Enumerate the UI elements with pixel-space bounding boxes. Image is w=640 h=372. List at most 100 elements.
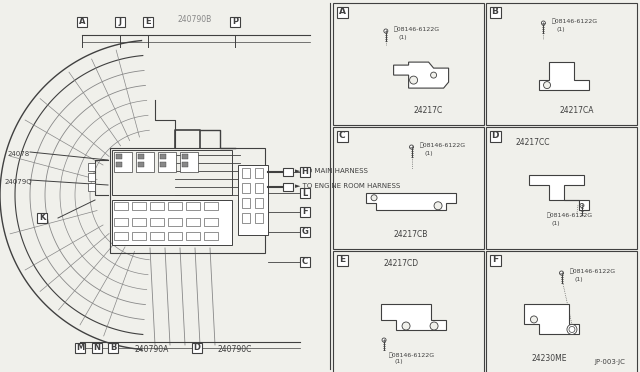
Bar xyxy=(136,152,154,172)
Bar xyxy=(88,173,95,181)
Bar xyxy=(112,150,232,195)
Bar xyxy=(255,213,263,223)
Text: A: A xyxy=(339,7,346,16)
Bar xyxy=(486,251,637,372)
Text: (1): (1) xyxy=(394,359,403,365)
Bar xyxy=(115,17,125,27)
Text: D: D xyxy=(492,131,499,141)
Bar xyxy=(116,154,122,159)
Bar xyxy=(138,154,144,159)
Bar xyxy=(132,232,146,240)
Text: A: A xyxy=(79,17,85,26)
Circle shape xyxy=(384,29,388,33)
Text: D: D xyxy=(193,343,200,353)
Bar xyxy=(160,162,166,167)
Text: Ⓑ08146-6122G: Ⓑ08146-6122G xyxy=(394,26,440,32)
Circle shape xyxy=(531,316,538,323)
Text: (1): (1) xyxy=(575,276,583,282)
Bar xyxy=(182,154,188,159)
Bar xyxy=(337,254,348,266)
Bar xyxy=(490,254,500,266)
Bar xyxy=(230,17,240,27)
Bar xyxy=(242,198,250,208)
Text: 240790C: 240790C xyxy=(218,346,252,355)
Text: N: N xyxy=(93,343,100,353)
Bar xyxy=(486,3,637,125)
Bar xyxy=(88,163,95,171)
Bar xyxy=(283,183,293,191)
Circle shape xyxy=(569,327,575,333)
Bar xyxy=(37,213,47,223)
Circle shape xyxy=(543,81,550,89)
Bar xyxy=(138,162,144,167)
Bar xyxy=(108,343,118,353)
Polygon shape xyxy=(529,176,589,211)
Text: F: F xyxy=(302,208,308,217)
Circle shape xyxy=(434,202,442,210)
Bar xyxy=(333,251,484,372)
Bar xyxy=(92,343,102,353)
Text: 24078: 24078 xyxy=(8,151,30,157)
Bar xyxy=(160,154,166,159)
Polygon shape xyxy=(366,193,456,210)
Text: 240790A: 240790A xyxy=(135,346,169,355)
Text: C: C xyxy=(339,131,346,141)
Bar xyxy=(333,127,484,249)
Text: 240790B: 240790B xyxy=(178,16,212,25)
Bar xyxy=(75,343,85,353)
Circle shape xyxy=(580,203,584,208)
Bar xyxy=(186,202,200,210)
Bar xyxy=(168,232,182,240)
Text: Ⓑ08146-6122G: Ⓑ08146-6122G xyxy=(547,213,593,218)
Polygon shape xyxy=(524,304,579,334)
Bar xyxy=(300,188,310,198)
Bar xyxy=(116,162,122,167)
Text: G: G xyxy=(301,228,308,237)
Bar xyxy=(283,168,293,176)
Bar xyxy=(132,202,146,210)
Polygon shape xyxy=(539,62,589,90)
Bar xyxy=(112,200,232,245)
Bar xyxy=(114,202,128,210)
Bar xyxy=(242,213,250,223)
Text: ► TO ENGINE ROOM HARNESS: ► TO ENGINE ROOM HARNESS xyxy=(295,183,400,189)
Text: (1): (1) xyxy=(424,151,433,155)
Text: ► TO MAIN HARNESS: ► TO MAIN HARNESS xyxy=(295,168,368,174)
Text: B: B xyxy=(492,7,499,16)
Text: Ⓑ08146-6122G: Ⓑ08146-6122G xyxy=(570,268,616,274)
Text: E: E xyxy=(339,256,345,264)
Circle shape xyxy=(410,145,413,149)
Circle shape xyxy=(559,271,563,275)
Text: C: C xyxy=(302,257,308,266)
Text: K: K xyxy=(39,214,45,222)
Bar xyxy=(255,183,263,193)
Circle shape xyxy=(541,21,545,25)
Bar xyxy=(158,152,176,172)
Bar xyxy=(186,232,200,240)
Bar xyxy=(490,131,500,141)
Bar xyxy=(168,202,182,210)
Text: M: M xyxy=(76,343,84,353)
Text: 24217C: 24217C xyxy=(414,106,444,115)
Circle shape xyxy=(402,322,410,330)
Text: JP·003·JC: JP·003·JC xyxy=(594,359,625,365)
Polygon shape xyxy=(394,62,449,88)
Bar xyxy=(300,257,310,267)
Circle shape xyxy=(567,324,577,334)
Text: 24079Q: 24079Q xyxy=(5,179,33,185)
Text: Ⓑ08146-6122G: Ⓑ08146-6122G xyxy=(552,18,598,24)
Bar xyxy=(192,343,202,353)
Bar xyxy=(114,218,128,226)
Bar xyxy=(114,232,128,240)
Bar xyxy=(186,218,200,226)
Text: Ⓑ08146-6122G: Ⓑ08146-6122G xyxy=(389,352,435,358)
Text: L: L xyxy=(302,189,308,198)
Bar xyxy=(110,148,265,253)
Bar xyxy=(300,207,310,217)
Bar xyxy=(333,3,484,125)
Text: (1): (1) xyxy=(399,35,408,39)
Bar xyxy=(300,227,310,237)
Bar xyxy=(242,168,250,178)
Bar xyxy=(300,167,310,177)
Bar xyxy=(238,165,268,235)
